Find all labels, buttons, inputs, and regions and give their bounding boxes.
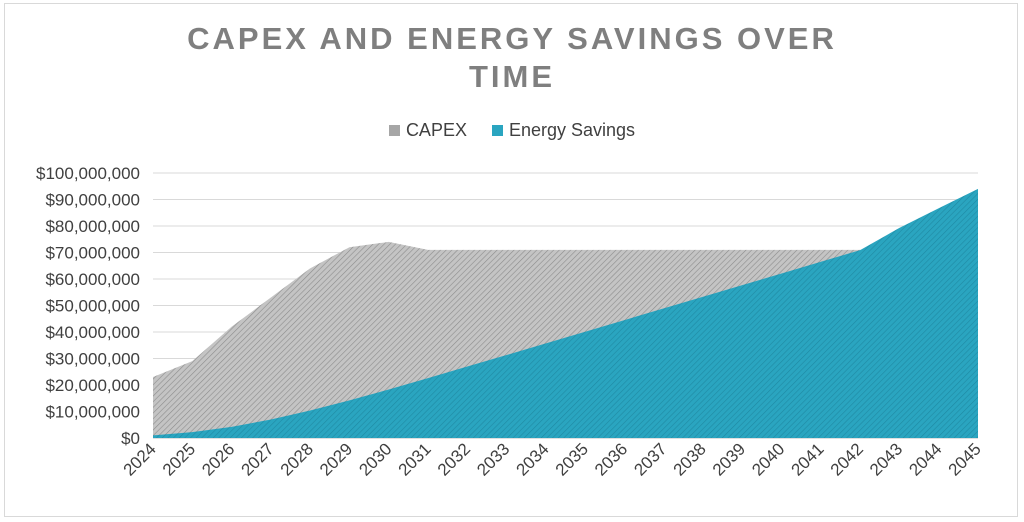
x-tick-label: 2042 bbox=[827, 439, 867, 479]
y-tick-label: $60,000,000 bbox=[45, 270, 140, 289]
x-tick-label: 2031 bbox=[395, 439, 435, 479]
y-tick-label: $0 bbox=[121, 429, 140, 448]
y-tick-label: $90,000,000 bbox=[45, 191, 140, 210]
chart-title-line-1: CAPEX AND ENERGY SAVINGS OVER bbox=[187, 21, 837, 56]
chart-title: CAPEX AND ENERGY SAVINGS OVER TIME bbox=[0, 20, 1024, 96]
x-tick-label: 2044 bbox=[905, 439, 945, 479]
area-energy-savings bbox=[153, 188, 978, 438]
chart-title-line-2: TIME bbox=[468, 59, 556, 94]
x-tick-label: 2025 bbox=[159, 439, 199, 479]
y-tick-label: $40,000,000 bbox=[45, 323, 140, 342]
x-tick-label: 2038 bbox=[670, 439, 710, 479]
x-tick-label: 2034 bbox=[513, 439, 553, 479]
y-tick-label: $80,000,000 bbox=[45, 217, 140, 236]
x-tick-label: 2030 bbox=[355, 439, 395, 479]
x-tick-label: 2029 bbox=[316, 439, 356, 479]
legend-swatch-energy-savings bbox=[491, 125, 503, 136]
y-tick-label: $70,000,000 bbox=[45, 244, 140, 263]
x-tick-label: 2037 bbox=[630, 439, 670, 479]
x-tick-label: 2026 bbox=[198, 439, 238, 479]
chart-legend: CAPEX Energy Savings bbox=[0, 120, 1024, 141]
x-tick-label: 2041 bbox=[788, 439, 828, 479]
x-tick-label: 2027 bbox=[238, 439, 278, 479]
y-tick-label: $10,000,000 bbox=[45, 403, 140, 422]
legend-item-energy-savings: Energy Savings bbox=[491, 120, 636, 141]
legend-label-capex: CAPEX bbox=[405, 120, 467, 140]
x-tick-label: 2036 bbox=[591, 439, 631, 479]
legend-swatch-capex bbox=[388, 125, 400, 136]
x-tick-label: 2045 bbox=[945, 439, 985, 479]
legend-item-capex: CAPEX bbox=[388, 120, 467, 141]
x-tick-label: 2035 bbox=[552, 439, 592, 479]
x-tick-label: 2028 bbox=[277, 439, 317, 479]
legend-label-energy-savings: Energy Savings bbox=[508, 120, 636, 140]
x-tick-label: 2032 bbox=[434, 439, 474, 479]
y-tick-label: $50,000,000 bbox=[45, 297, 140, 316]
x-tick-label: 2033 bbox=[473, 439, 513, 479]
x-tick-label: 2043 bbox=[866, 439, 906, 479]
y-tick-label: $20,000,000 bbox=[45, 376, 140, 395]
y-tick-label: $100,000,000 bbox=[36, 164, 140, 183]
x-tick-label: 2040 bbox=[748, 439, 788, 479]
y-tick-label: $30,000,000 bbox=[45, 350, 140, 369]
x-tick-label: 2039 bbox=[709, 439, 749, 479]
